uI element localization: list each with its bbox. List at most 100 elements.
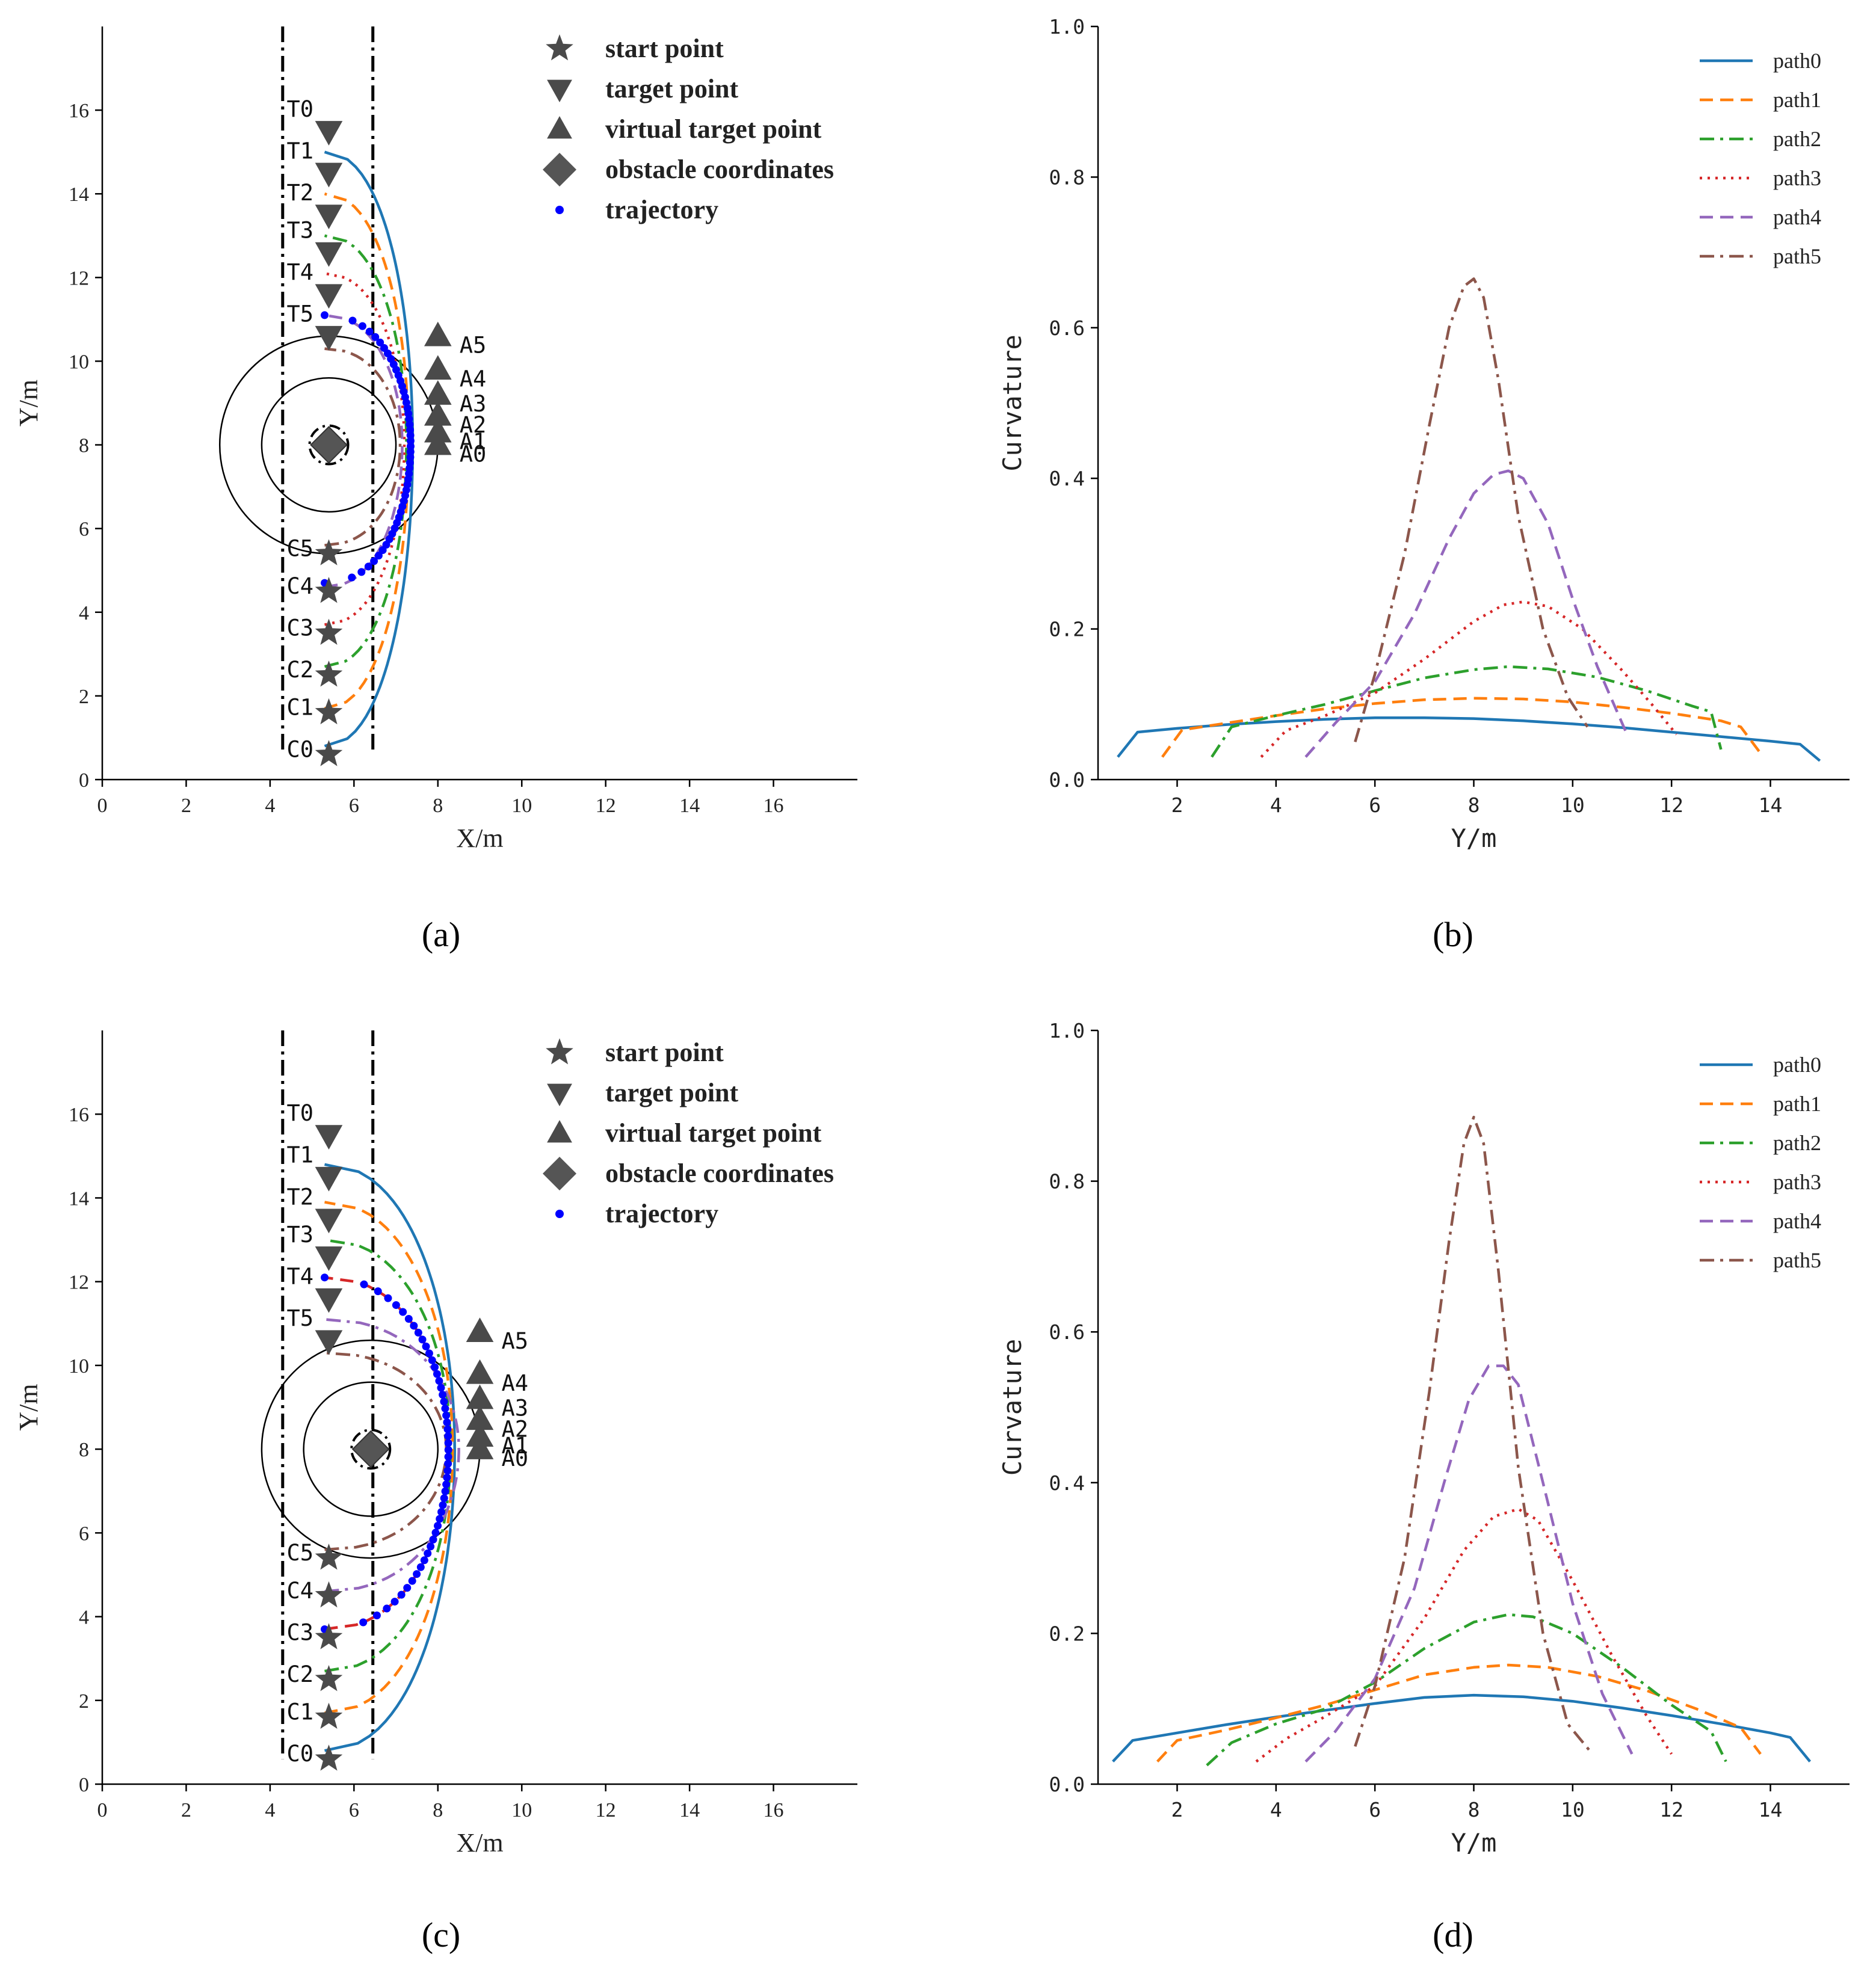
legend-dot-icon	[555, 206, 564, 214]
legend-entry-label: path2	[1773, 1131, 1821, 1155]
target-point-marker	[315, 162, 343, 188]
x-tick-label: 10	[511, 1799, 532, 1821]
target-point-label: T3	[287, 218, 314, 244]
x-tick-label: 6	[349, 1799, 359, 1821]
x-tick-label: 8	[1468, 793, 1480, 817]
virtual-target-label: A3	[502, 1396, 529, 1421]
x-tick-label: 16	[764, 795, 784, 817]
virtual-target-label: A1	[502, 1433, 529, 1459]
trajectory-point	[403, 1584, 412, 1592]
y-tick-label: 0.2	[1049, 618, 1085, 641]
y-tick-label: 14	[69, 1187, 89, 1210]
trajectory-point	[442, 1411, 451, 1420]
target-point-marker	[315, 1166, 343, 1192]
x-tick-label: 12	[596, 795, 616, 817]
x-tick-label: 14	[679, 1799, 700, 1821]
start-point-marker	[315, 1581, 343, 1608]
trajectory-point	[392, 1301, 400, 1310]
curvature-line-path1	[1161, 697, 1762, 758]
trajectory-point	[399, 1308, 407, 1316]
virtual-target-label: A4	[460, 366, 487, 392]
y-tick-label: 0.8	[1049, 1170, 1085, 1193]
y-tick-label: 4	[79, 602, 89, 624]
y-tick-label: 2	[79, 1690, 89, 1713]
virtual-target-marker	[424, 430, 452, 455]
start-point-label: C3	[287, 615, 314, 641]
trajectory-point	[429, 1535, 437, 1544]
legend-entry-label: virtual target point	[605, 114, 822, 144]
curvature-line-path3	[1255, 1507, 1673, 1763]
y-tick-label: 12	[69, 1272, 89, 1294]
trajectory-point	[428, 1356, 436, 1364]
start-point-label: C5	[287, 535, 314, 561]
start-point-marker	[315, 1623, 343, 1649]
start-point-label: C1	[287, 695, 314, 721]
trajectory-point	[321, 1273, 329, 1282]
trajectory-point	[424, 1549, 432, 1557]
start-point-label: C4	[287, 1578, 314, 1604]
trajectory-point	[444, 1439, 452, 1447]
trajectory-point	[410, 1322, 418, 1330]
x-tick-label: 14	[1759, 793, 1783, 817]
curvature-line-path3	[1260, 600, 1678, 758]
panel-b: 2 4 6 8 10 12 14 0.0 0.2 0.4 0.6 0.8 1.0 Y/m Curvature…	[998, 15, 1850, 954]
y-tick-label: 14	[69, 183, 89, 206]
trajectory-point	[408, 1577, 416, 1585]
trajectory-point	[376, 338, 384, 346]
legend-triangle-down-icon	[547, 1083, 572, 1106]
y-axis-label: Y/m	[14, 380, 43, 426]
obstacle-marker	[310, 426, 348, 464]
x-tick-label: 12	[596, 1799, 616, 1821]
trajectory-point	[434, 1521, 442, 1530]
path-line-path4	[324, 313, 404, 589]
trajectory-point	[348, 316, 357, 325]
safety-circle	[261, 377, 397, 513]
x-axis-label: Y/m	[1451, 1828, 1497, 1858]
trajectory-point	[383, 1604, 391, 1613]
target-point-label: T2	[287, 180, 314, 206]
path-line-path0	[324, 1163, 456, 1752]
legend-entry-label: path5	[1773, 244, 1821, 268]
obstacle-marker	[351, 1430, 390, 1468]
x-tick-label: 8	[433, 1799, 443, 1821]
target-point-marker	[315, 284, 343, 309]
legend-entry-label: start point	[605, 1038, 724, 1067]
trajectory-point	[358, 322, 366, 330]
trajectory-point	[406, 453, 415, 461]
trajectory-point	[321, 311, 329, 319]
trajectory-point	[372, 1612, 381, 1620]
legend-entry-label: virtual target point	[605, 1118, 822, 1148]
safety-circle	[303, 1381, 439, 1517]
curvature-line-path5	[1354, 1115, 1594, 1755]
target-point-label: T2	[287, 1184, 314, 1210]
x-tick-label: 8	[1468, 1798, 1480, 1821]
legend-entry-label: path5	[1773, 1248, 1821, 1272]
trajectory-point	[370, 557, 378, 565]
target-point-label: T0	[287, 96, 314, 122]
trajectory-point	[365, 327, 374, 336]
virtual-target-marker	[424, 321, 452, 346]
target-point-marker	[315, 121, 343, 146]
y-axis-label: Curvature	[998, 334, 1027, 472]
target-point-marker	[315, 1246, 343, 1271]
start-point-marker	[315, 1744, 343, 1771]
legend-entry-label: start point	[605, 34, 724, 63]
y-tick-label: 0	[79, 769, 89, 792]
start-point-marker	[315, 660, 343, 687]
trajectory-point	[406, 437, 415, 445]
virtual-target-marker	[466, 1422, 494, 1447]
panel-label: (a)	[422, 915, 460, 954]
trajectory-point	[406, 448, 415, 456]
trajectory-point	[364, 562, 372, 571]
x-tick-label: 4	[1270, 1798, 1282, 1821]
legend-entry-label: path4	[1773, 1209, 1821, 1233]
trajectory-point	[348, 573, 356, 582]
trajectory-point	[440, 1397, 448, 1406]
y-tick-label: 0.6	[1049, 1320, 1085, 1344]
legend-star-icon	[546, 1038, 573, 1065]
legend-triangle-up-icon	[547, 1120, 572, 1143]
legend-entry-label: path1	[1773, 1092, 1821, 1116]
virtual-target-label: A1	[460, 429, 487, 455]
trajectory-point	[444, 1445, 452, 1454]
start-point-label: C4	[287, 573, 314, 599]
